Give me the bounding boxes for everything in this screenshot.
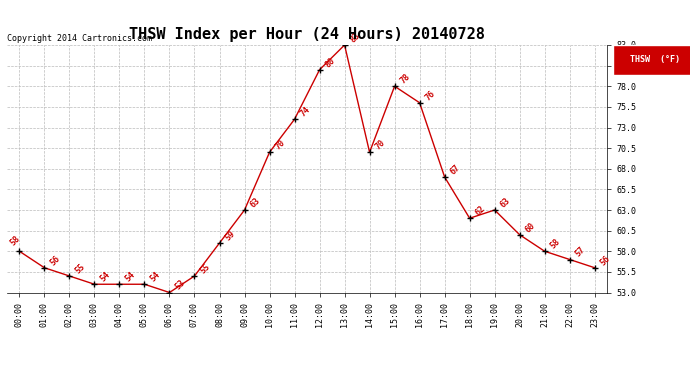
Text: 60: 60: [524, 220, 538, 234]
Title: THSW Index per Hour (24 Hours) 20140728: THSW Index per Hour (24 Hours) 20140728: [129, 27, 485, 42]
Text: 55: 55: [74, 262, 87, 275]
Text: 76: 76: [424, 88, 437, 102]
Text: 70: 70: [374, 138, 387, 152]
Text: 56: 56: [48, 254, 62, 267]
Text: 58: 58: [549, 237, 562, 250]
Text: 54: 54: [99, 270, 112, 284]
Text: 70: 70: [274, 138, 287, 152]
Text: 83: 83: [348, 31, 362, 44]
Text: 67: 67: [448, 163, 462, 176]
Text: 53: 53: [174, 278, 187, 292]
Text: 58: 58: [8, 234, 21, 248]
Text: 63: 63: [499, 196, 512, 209]
Text: 80: 80: [324, 56, 337, 69]
Text: 56: 56: [599, 254, 612, 267]
Text: 54: 54: [124, 270, 137, 284]
Text: Copyright 2014 Cartronics.com: Copyright 2014 Cartronics.com: [7, 33, 152, 42]
Text: 59: 59: [224, 229, 237, 242]
Text: 63: 63: [248, 196, 262, 209]
Text: 54: 54: [148, 270, 162, 284]
Text: 78: 78: [399, 72, 412, 86]
Text: 55: 55: [199, 262, 212, 275]
Text: 74: 74: [299, 105, 312, 118]
Text: 57: 57: [574, 245, 587, 259]
Text: 62: 62: [474, 204, 487, 218]
